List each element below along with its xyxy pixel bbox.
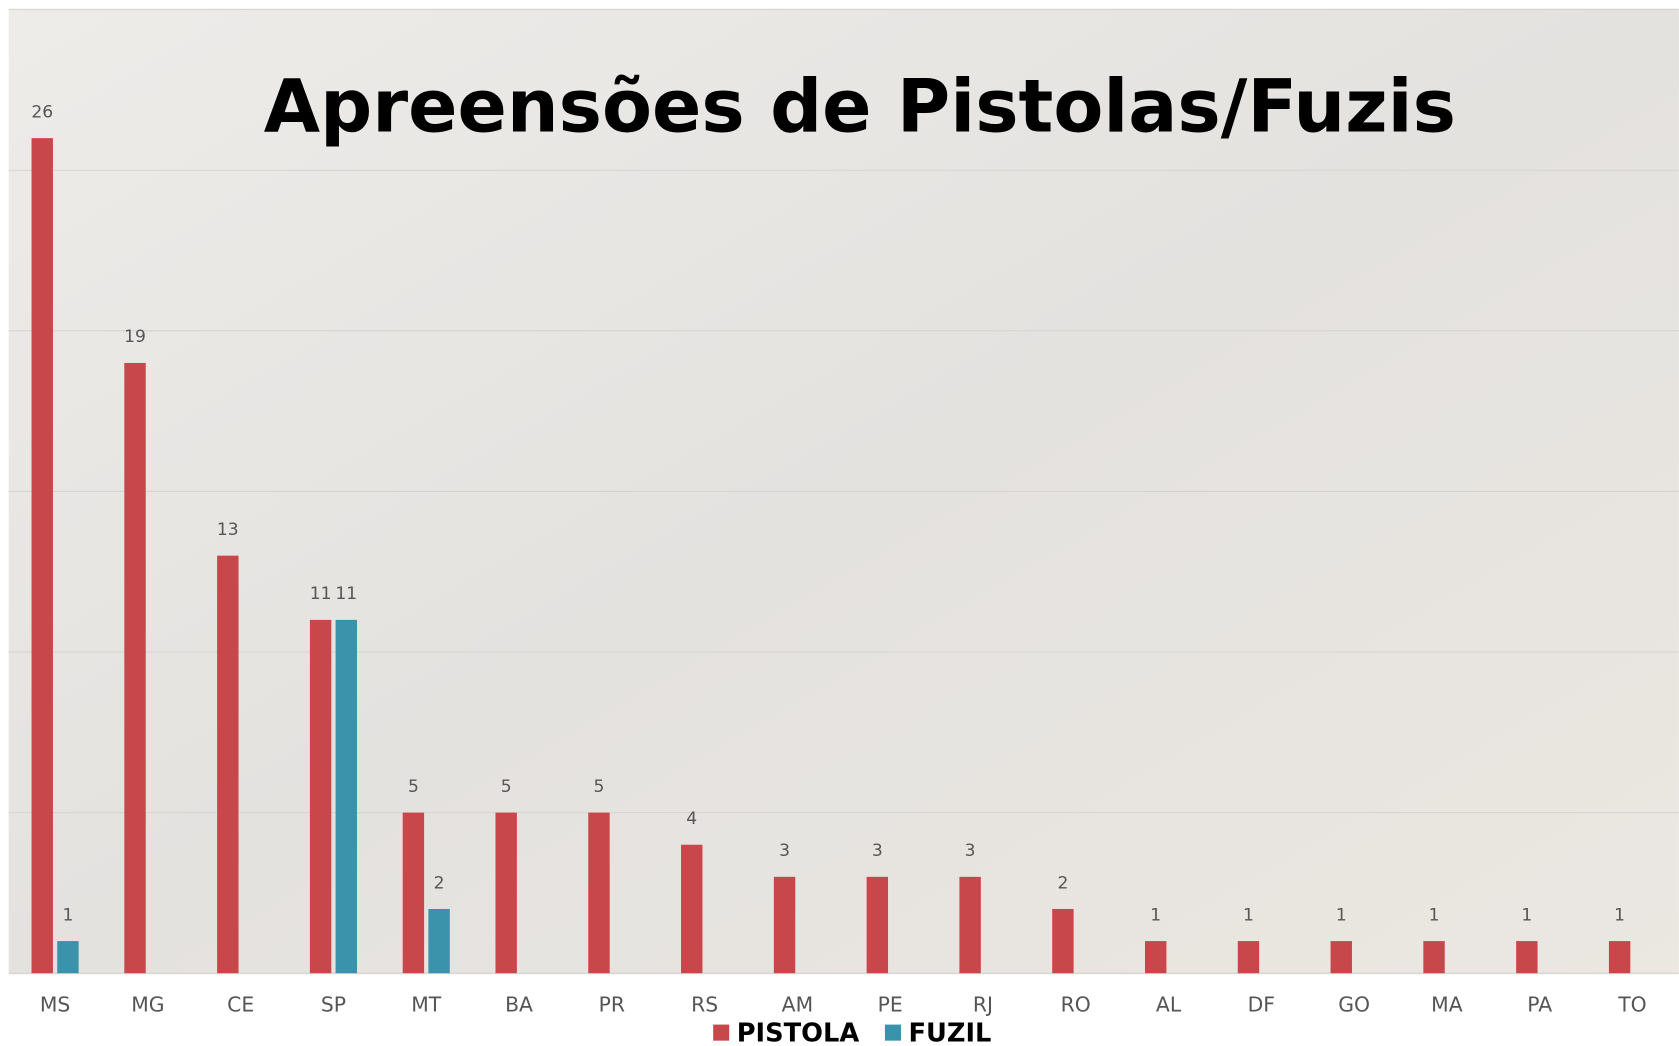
data-label: 1 xyxy=(1521,905,1532,925)
x-tick-label: DF xyxy=(1248,992,1275,1016)
bar xyxy=(866,876,889,974)
bar xyxy=(1052,908,1074,974)
bar xyxy=(124,362,146,974)
data-label: 2 xyxy=(434,873,445,893)
bar xyxy=(495,812,517,974)
data-label: 5 xyxy=(501,777,512,797)
x-tick-label: MT xyxy=(411,992,442,1016)
x-tick-label: AL xyxy=(1156,992,1182,1016)
legend-label: FUZIL xyxy=(908,1019,991,1046)
bar xyxy=(959,876,981,974)
data-label: 13 xyxy=(217,520,239,540)
x-tick-label: AM xyxy=(782,992,813,1016)
bar xyxy=(1423,941,1445,974)
bar xyxy=(57,941,79,974)
x-tick-label: PA xyxy=(1527,992,1552,1016)
data-label: 26 xyxy=(31,102,53,122)
legend-swatch xyxy=(713,1024,730,1041)
x-tick-label: PE xyxy=(878,992,903,1016)
x-tick-label: BA xyxy=(505,992,533,1016)
data-label: 11 xyxy=(310,584,332,604)
bar xyxy=(217,555,239,974)
bar xyxy=(335,619,358,974)
data-label: 1 xyxy=(1336,905,1347,925)
legend-swatch xyxy=(884,1024,901,1041)
bar xyxy=(31,138,53,974)
bar xyxy=(588,812,610,974)
bar xyxy=(1237,941,1260,974)
data-label: 19 xyxy=(124,327,146,347)
data-label: 5 xyxy=(594,777,605,797)
data-label: 1 xyxy=(1150,905,1161,925)
data-label: 11 xyxy=(335,584,357,604)
x-tick-label: CE xyxy=(227,992,254,1016)
data-label: 3 xyxy=(872,841,883,861)
x-tick-label: MS xyxy=(40,992,70,1016)
bar xyxy=(1330,941,1352,974)
bar xyxy=(1608,941,1631,974)
x-tick-label: RS xyxy=(691,992,718,1016)
x-tick-label: GO xyxy=(1338,992,1370,1016)
data-label: 2 xyxy=(1057,873,1068,893)
x-tick-label: RJ xyxy=(973,992,993,1016)
x-tick-label: MG xyxy=(131,992,164,1016)
bar xyxy=(1516,941,1538,974)
bar xyxy=(773,876,796,974)
data-label: 1 xyxy=(1429,905,1440,925)
legend-label: PISTOLA xyxy=(737,1019,860,1046)
x-tick-label: RO xyxy=(1061,992,1091,1016)
bar xyxy=(309,619,332,974)
data-label: 1 xyxy=(1243,905,1254,925)
x-tick-label: MA xyxy=(1431,992,1463,1016)
data-label: 3 xyxy=(779,841,790,861)
data-label: 1 xyxy=(1614,905,1625,925)
bar xyxy=(428,908,450,974)
bar xyxy=(681,844,703,974)
x-tick-label: SP xyxy=(321,992,346,1016)
bar xyxy=(402,812,425,974)
x-tick-label: PR xyxy=(599,992,625,1016)
data-label: 5 xyxy=(408,777,419,797)
data-label: 1 xyxy=(62,905,73,925)
chart-title: Apreensões de Pistolas/Fuzis xyxy=(264,64,1456,149)
x-tick-label: TO xyxy=(1617,992,1646,1016)
bar xyxy=(1144,941,1167,974)
data-label: 4 xyxy=(686,809,697,829)
data-label: 3 xyxy=(965,841,976,861)
